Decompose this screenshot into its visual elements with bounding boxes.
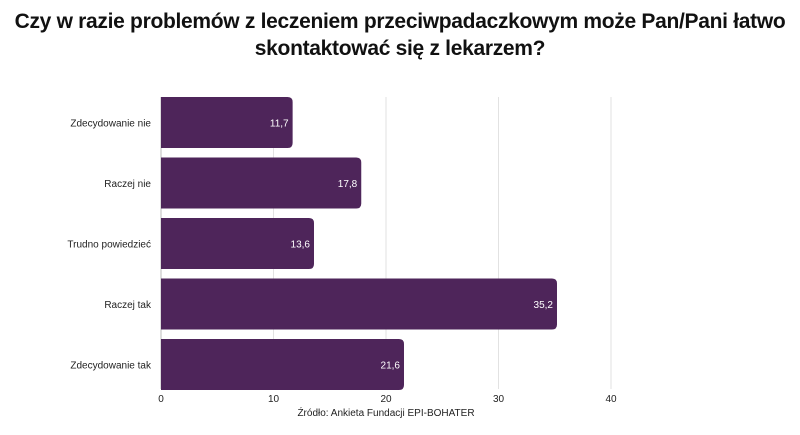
chart-title: Czy w razie problemów z leczeniem przeci…	[14, 10, 786, 60]
x-tick-label: 30	[493, 394, 505, 405]
x-tick-label: 40	[605, 394, 617, 405]
bar	[161, 339, 404, 390]
bar-value-label: 17,8	[338, 179, 358, 190]
bar	[161, 218, 314, 269]
bar-value-label: 13,6	[291, 240, 311, 251]
bar	[161, 97, 293, 148]
bar-value-label: 11,7	[270, 119, 289, 130]
x-tick-label: 10	[268, 394, 280, 405]
category-label: Raczej nie	[104, 179, 151, 190]
source-note: Źródło: Ankieta Fundacji EPI-BOHATER	[297, 408, 475, 419]
bar-value-label: 35,2	[534, 300, 554, 311]
x-tick-label: 20	[380, 394, 392, 405]
x-tick-label: 0	[158, 394, 164, 405]
bar	[161, 157, 362, 209]
bar-value-label: 21,6	[381, 361, 401, 372]
category-label: Zdecydowanie tak	[70, 361, 152, 372]
category-label: Zdecydowanie nie	[70, 119, 151, 130]
category-label: Raczej tak	[104, 300, 152, 311]
category-label: Trudno powiedzieć	[67, 240, 151, 251]
bar	[161, 278, 557, 330]
